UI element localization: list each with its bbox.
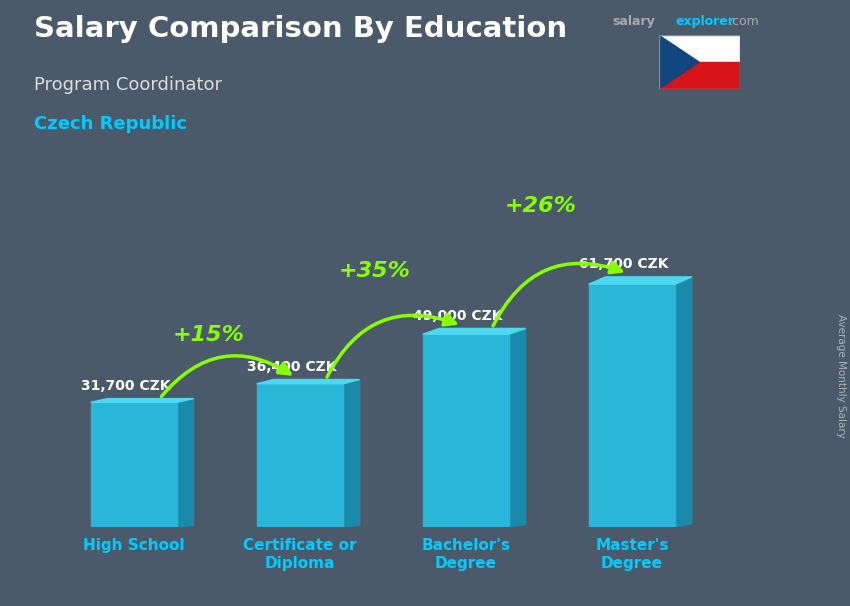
Text: Program Coordinator: Program Coordinator [34, 76, 222, 94]
Text: 36,400 CZK: 36,400 CZK [246, 359, 337, 374]
Text: explorer: explorer [676, 15, 734, 28]
Polygon shape [422, 328, 525, 334]
Polygon shape [659, 35, 740, 62]
Polygon shape [509, 328, 525, 527]
Text: .com: .com [728, 15, 759, 28]
Polygon shape [177, 399, 194, 527]
Polygon shape [91, 399, 194, 402]
Polygon shape [257, 384, 343, 527]
Text: Average Monthly Salary: Average Monthly Salary [836, 314, 846, 438]
Polygon shape [343, 379, 360, 527]
Text: +35%: +35% [338, 261, 411, 281]
Text: Salary Comparison By Education: Salary Comparison By Education [34, 15, 567, 43]
Polygon shape [589, 284, 675, 527]
Text: 49,000 CZK: 49,000 CZK [413, 308, 502, 322]
Polygon shape [675, 277, 692, 527]
Polygon shape [589, 277, 692, 284]
Text: +26%: +26% [505, 196, 576, 216]
Polygon shape [257, 379, 360, 384]
Polygon shape [91, 402, 177, 527]
Polygon shape [659, 62, 740, 89]
Polygon shape [422, 334, 509, 527]
Text: +15%: +15% [173, 325, 245, 345]
Polygon shape [659, 35, 699, 89]
Text: salary: salary [612, 15, 654, 28]
Text: Czech Republic: Czech Republic [34, 115, 187, 133]
Text: 31,700 CZK: 31,700 CZK [81, 379, 170, 393]
Text: 61,700 CZK: 61,700 CZK [579, 257, 668, 271]
